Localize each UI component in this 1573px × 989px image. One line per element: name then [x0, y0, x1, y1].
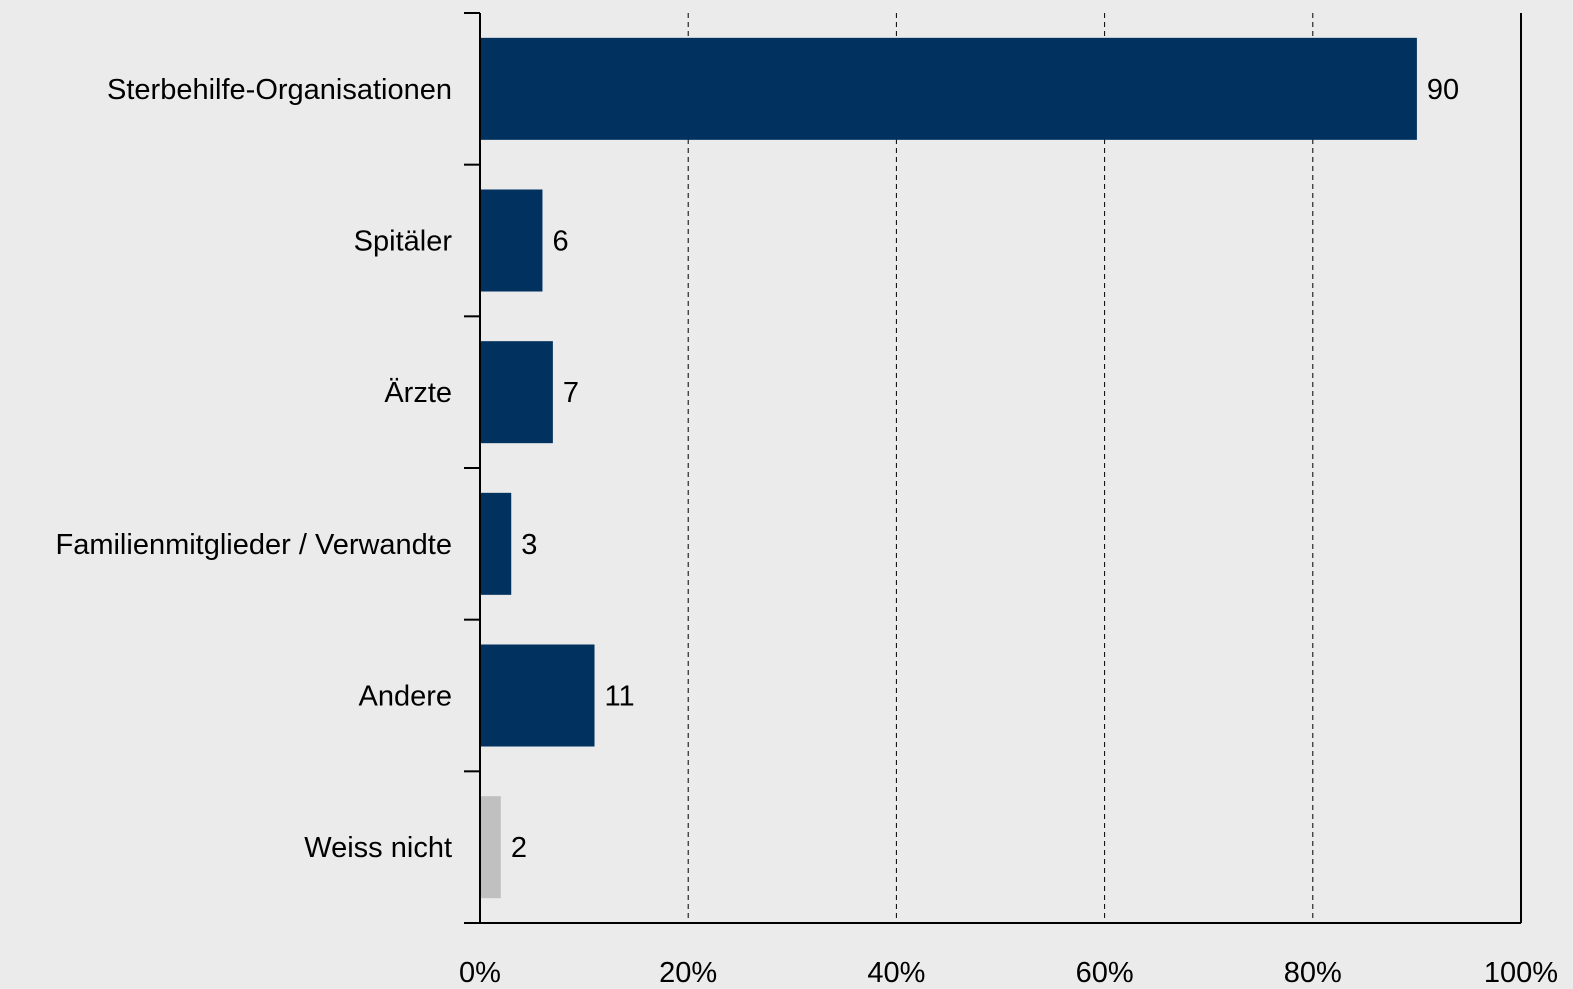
data-label-2: 6: [552, 226, 568, 258]
bar-2: [480, 189, 543, 292]
data-label-1: 90: [1427, 74, 1459, 106]
bar-1: [480, 37, 1417, 140]
x-tick-label-60: 60%: [1076, 957, 1134, 989]
data-label-4: 3: [521, 529, 537, 561]
data-label-3: 7: [563, 377, 579, 409]
category-label-3: Ärzte: [384, 377, 452, 409]
category-label-1: Sterbehilfe-Organisationen: [107, 74, 452, 106]
category-label-6: Weiss nicht: [304, 832, 452, 864]
data-label-5: 11: [605, 681, 635, 713]
bar-5: [480, 644, 595, 747]
bars: [480, 37, 1417, 899]
category-label-2: Spitäler: [354, 226, 453, 258]
x-tick-label-100: 100%: [1484, 957, 1558, 989]
gridlines: [687, 13, 1314, 923]
category-label-4: Familienmitglieder / Verwandte: [55, 529, 452, 561]
axes: [464, 12, 1522, 924]
bar-4: [480, 492, 512, 595]
category-label-5: Andere: [358, 681, 452, 713]
bar-3: [480, 341, 553, 444]
bar-6: [480, 796, 501, 899]
x-tick-label-0: 0%: [459, 957, 501, 989]
x-tick-label-80: 80%: [1284, 957, 1342, 989]
x-tick-label-40: 40%: [867, 957, 925, 989]
data-label-6: 2: [511, 832, 527, 864]
labels: Sterbehilfe-Organisationen 90 Spitäler 6 Ärz…: [55, 74, 1558, 989]
x-tick-label-20: 20%: [659, 957, 717, 989]
